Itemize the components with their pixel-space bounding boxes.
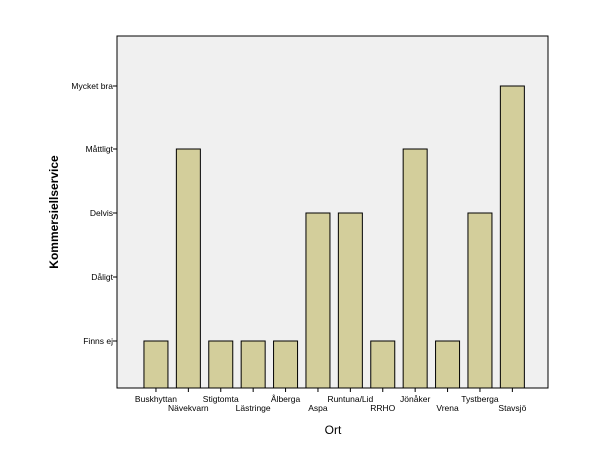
x-tick-label: Stavsjö	[498, 403, 526, 413]
x-tick-label: Buskhyttan	[135, 394, 177, 404]
x-axis: BuskhyttanNävekvarnStigtomtaLästringeÅlb…	[135, 388, 527, 413]
y-tick-label: Finns ej	[83, 336, 113, 346]
bar	[370, 340, 396, 389]
x-tick-label: Tystberga	[461, 394, 499, 404]
y-axis-title: Kommersiellservice	[47, 155, 61, 269]
bar	[499, 85, 525, 389]
bar	[175, 148, 201, 389]
x-tick-label: Stigtomta	[203, 394, 239, 404]
bar	[435, 340, 461, 389]
x-tick-label: Vrena	[436, 403, 459, 413]
bar	[467, 212, 493, 389]
bar	[208, 340, 234, 389]
bar	[337, 212, 363, 389]
bars	[143, 85, 525, 389]
y-tick-label: Delvis	[90, 208, 113, 218]
x-tick-label: Jönåker	[400, 394, 430, 404]
x-tick-label: Nävekvarn	[168, 403, 209, 413]
x-tick-label: Runtuna/Lid	[327, 394, 373, 404]
x-axis-title: Ort	[325, 423, 342, 437]
x-tick-label: Lästringe	[236, 403, 271, 413]
y-tick-label: Dåligt	[91, 272, 113, 282]
bar	[143, 340, 169, 389]
y-axis: Finns ej Dåligt Delvis Måttligt Mycket bra	[71, 81, 117, 346]
bar	[273, 340, 299, 389]
y-tick-label: Mycket bra	[71, 81, 113, 91]
x-tick-label: Aspa	[308, 403, 328, 413]
bar	[240, 340, 266, 389]
x-tick-label: RRHO	[370, 403, 395, 413]
bar	[402, 148, 428, 389]
y-tick-label: Måttligt	[86, 144, 114, 154]
x-tick-label: Ålberga	[271, 394, 301, 404]
bar	[305, 212, 331, 389]
